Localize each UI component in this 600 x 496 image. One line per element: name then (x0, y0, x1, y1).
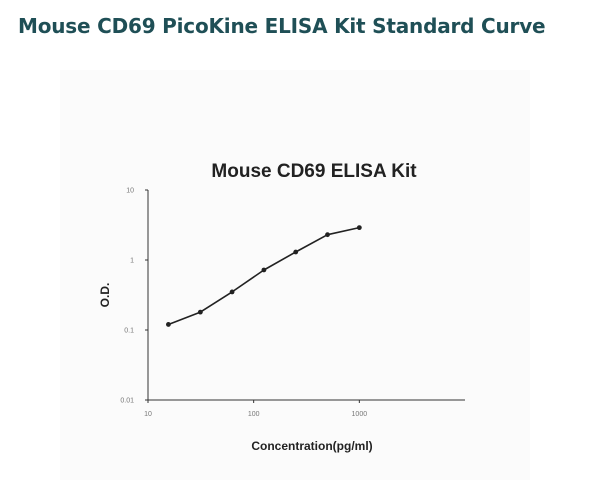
x-tick-label: 10 (144, 411, 152, 418)
data-points (166, 225, 362, 327)
data-point (356, 225, 362, 231)
chart-title: Mouse CD69 ELISA Kit (211, 161, 417, 182)
chart-figure: Mouse CD69 ELISA Kit 0.01 0.1 1 10 10 100 100… (60, 70, 530, 480)
x-tick-label: 100 (248, 411, 260, 418)
series-line (168, 226, 360, 326)
y-axis-label: O.D. (98, 283, 112, 308)
x-ticks: 10 100 1000 (144, 400, 367, 418)
data-point (229, 289, 235, 295)
y-tick-label: 0.1 (124, 328, 134, 335)
data-point (197, 309, 203, 315)
y-ticks: 0.01 0.1 1 10 (120, 188, 148, 405)
data-point (166, 322, 171, 327)
data-point (293, 249, 299, 255)
x-tick-label: 1000 (352, 411, 368, 418)
x-axis-label: Concentration(pg/ml) (251, 439, 372, 453)
page-title: Mouse CD69 PicoKine ELISA Kit Standard C… (18, 14, 546, 38)
standard-curve-chart: Mouse CD69 ELISA Kit 0.01 0.1 1 10 10 100 100… (98, 161, 465, 453)
y-tick-label: 1 (130, 258, 134, 265)
y-tick-label: 0.01 (120, 398, 134, 405)
data-point (261, 267, 267, 273)
y-tick-label: 10 (126, 188, 134, 195)
data-point (325, 232, 330, 238)
